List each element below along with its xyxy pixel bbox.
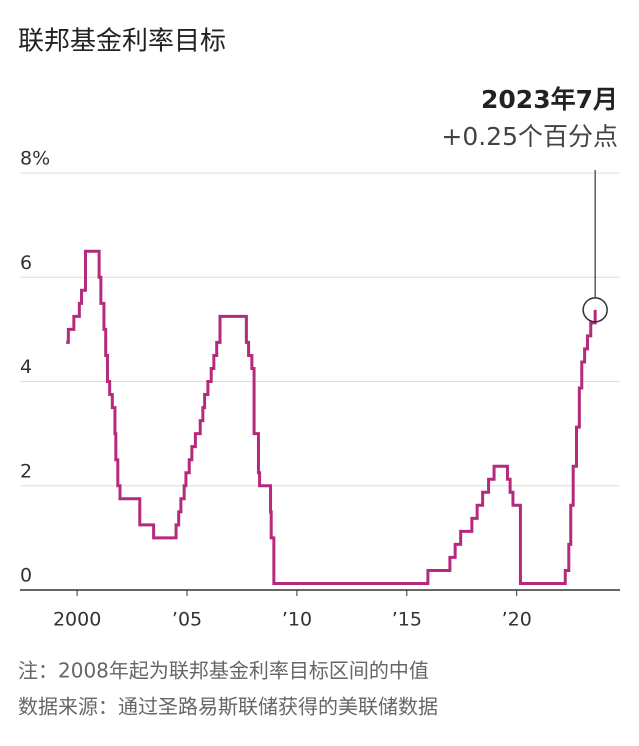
note: 注：2008年起为联邦基金利率目标区间的中值 bbox=[18, 659, 429, 683]
chart-title: 联邦基金利率目标 bbox=[18, 27, 226, 57]
rate-line bbox=[66, 249, 597, 585]
y-tick-label: 6 bbox=[20, 252, 32, 274]
annotation-text: +0.25个百分点 bbox=[441, 122, 618, 151]
y-tick-label: 2 bbox=[20, 460, 32, 482]
x-tick-label: ’10 bbox=[282, 609, 312, 631]
y-tick-label: 4 bbox=[20, 356, 32, 378]
y-tick-label: 8% bbox=[20, 148, 50, 170]
x-tick-label: ’05 bbox=[172, 609, 202, 631]
x-tick-label: ’15 bbox=[392, 609, 422, 631]
annotation-marker bbox=[582, 297, 608, 323]
x-tick-label: ’20 bbox=[502, 609, 532, 631]
y-tick-label: 0 bbox=[20, 565, 32, 587]
annotation-title: 2023年7月 bbox=[481, 85, 618, 114]
source: 数据来源：通过圣路易斯联储获得的美联储数据 bbox=[18, 695, 438, 719]
x-tick-label: 2000 bbox=[53, 609, 101, 631]
